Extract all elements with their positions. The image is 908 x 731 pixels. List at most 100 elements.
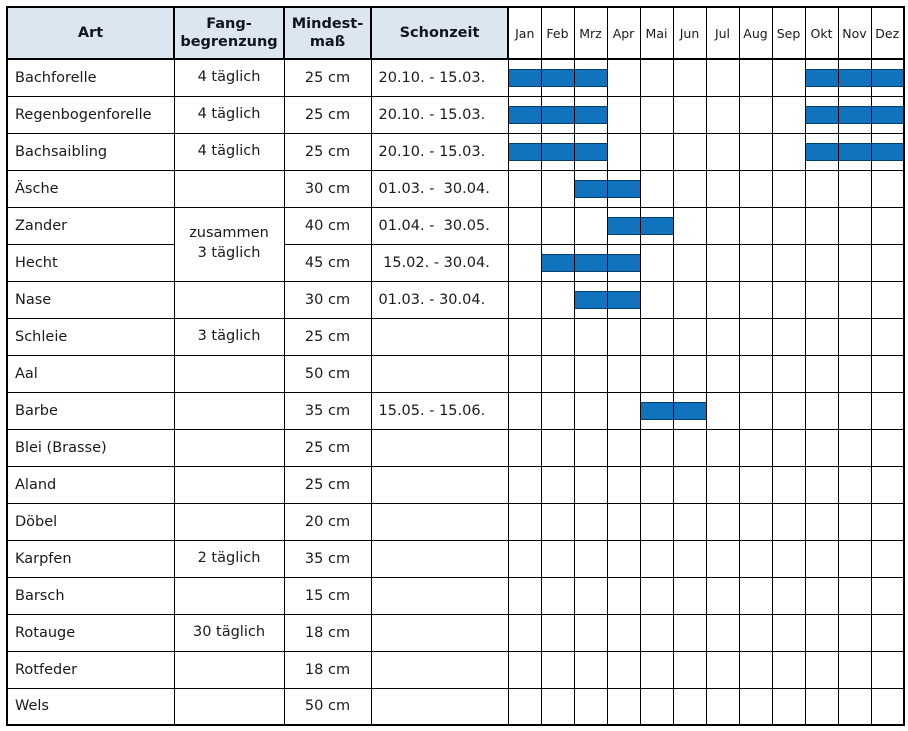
art-cell: Nase xyxy=(6,280,175,319)
closed-season-bar xyxy=(575,105,606,124)
month-cell xyxy=(705,132,740,171)
month-cell xyxy=(540,502,575,541)
table-row: Rotauge 30 täglich 18 cm xyxy=(6,613,905,652)
month-cell xyxy=(672,58,707,97)
closed-season-bar xyxy=(641,216,672,235)
month-cell xyxy=(804,280,839,319)
closed-season-bar xyxy=(839,142,870,161)
month-cell xyxy=(804,58,839,97)
month-cell xyxy=(705,391,740,430)
month-cell xyxy=(837,465,872,504)
table-row: Bachsaibling 4 täglich 25 cm 20.10. - 15.03… xyxy=(6,132,905,171)
month-cell xyxy=(672,576,707,615)
month-header-jan: Jan xyxy=(507,6,542,60)
month-cell xyxy=(606,650,641,689)
month-cell xyxy=(738,95,773,134)
month-cell xyxy=(507,243,542,282)
month-cell xyxy=(804,465,839,504)
month-cell xyxy=(672,354,707,393)
month-header-dez: Dez xyxy=(870,6,905,60)
month-cell xyxy=(639,576,674,615)
art-cell: Zander xyxy=(6,206,175,245)
table-row: Karpfen 2 täglich 35 cm xyxy=(6,539,905,578)
mindestmass-cell: 30 cm xyxy=(283,280,372,319)
month-cell xyxy=(606,95,641,134)
month-cell xyxy=(870,650,905,689)
closed-season-bar xyxy=(542,253,573,272)
month-cell xyxy=(771,132,806,171)
month-cell xyxy=(639,280,674,319)
month-cell xyxy=(870,243,905,282)
table-row: Regenbogenforelle 4 täglich 25 cm 20.10. - … xyxy=(6,95,905,134)
mindestmass-cell: 40 cm xyxy=(283,206,372,245)
month-cell xyxy=(573,132,608,171)
month-cell xyxy=(672,539,707,578)
closed-season-bar xyxy=(542,105,573,124)
fangbegrenzung-cell xyxy=(173,465,285,504)
closed-season-bar xyxy=(542,142,573,161)
month-cell xyxy=(540,650,575,689)
month-cell xyxy=(870,465,905,504)
month-cell xyxy=(606,539,641,578)
month-cell xyxy=(804,576,839,615)
month-cell xyxy=(837,132,872,171)
table-row: Schleie 3 täglich 25 cm xyxy=(6,317,905,356)
month-cell xyxy=(507,206,542,245)
month-cell xyxy=(672,465,707,504)
month-cell xyxy=(672,95,707,134)
month-cell xyxy=(507,687,542,726)
month-cell xyxy=(540,132,575,171)
month-cell xyxy=(639,502,674,541)
month-cell xyxy=(837,687,872,726)
month-cell xyxy=(639,95,674,134)
mindestmass-cell: 25 cm xyxy=(283,465,372,504)
month-cell xyxy=(870,613,905,652)
month-cell xyxy=(507,613,542,652)
month-cell xyxy=(771,206,806,245)
month-header-okt: Okt xyxy=(804,6,839,60)
art-cell: Aland xyxy=(6,465,175,504)
month-cell xyxy=(573,687,608,726)
month-cell xyxy=(837,539,872,578)
month-cell xyxy=(738,539,773,578)
month-cell xyxy=(738,576,773,615)
art-cell: Barsch xyxy=(6,576,175,615)
month-cell xyxy=(705,280,740,319)
month-cell xyxy=(672,613,707,652)
month-header-sep: Sep xyxy=(771,6,806,60)
mindestmass-cell: 20 cm xyxy=(283,502,372,541)
schonzeit-cell xyxy=(370,613,509,652)
month-cell xyxy=(606,391,641,430)
month-cell xyxy=(804,687,839,726)
month-cell xyxy=(540,206,575,245)
table-row: Aland 25 cm xyxy=(6,465,905,504)
table-row: Nase 30 cm 01.03. - 30.04. xyxy=(6,280,905,319)
month-cell xyxy=(606,280,641,319)
closed-season-bar xyxy=(872,68,903,87)
month-cell xyxy=(639,465,674,504)
fangbegrenzung-cell: 4 täglich xyxy=(173,95,285,134)
month-cell xyxy=(837,95,872,134)
table-row: Bachforelle 4 täglich 25 cm 20.10. - 15.03. xyxy=(6,58,905,97)
schonzeit-cell: 20.10. - 15.03. xyxy=(370,132,509,171)
schonzeit-cell: 15.02. - 30.04. xyxy=(370,243,509,282)
closed-season-bar xyxy=(542,68,573,87)
month-cell xyxy=(705,650,740,689)
month-cell xyxy=(870,502,905,541)
month-cell xyxy=(606,58,641,97)
mindestmass-cell: 35 cm xyxy=(283,539,372,578)
month-cell xyxy=(705,465,740,504)
month-cell xyxy=(705,539,740,578)
fangbegrenzung-cell: 30 täglich xyxy=(173,613,285,652)
month-cell xyxy=(639,539,674,578)
month-cell xyxy=(738,465,773,504)
month-cell xyxy=(738,613,773,652)
month-cell xyxy=(507,169,542,208)
month-cell xyxy=(507,539,542,578)
month-cell xyxy=(639,613,674,652)
month-cell xyxy=(573,613,608,652)
month-cell xyxy=(540,95,575,134)
header-row: Art Fang- begrenzung Mindest- maß Schonz… xyxy=(6,6,905,60)
month-cell xyxy=(837,354,872,393)
month-cell xyxy=(540,58,575,97)
